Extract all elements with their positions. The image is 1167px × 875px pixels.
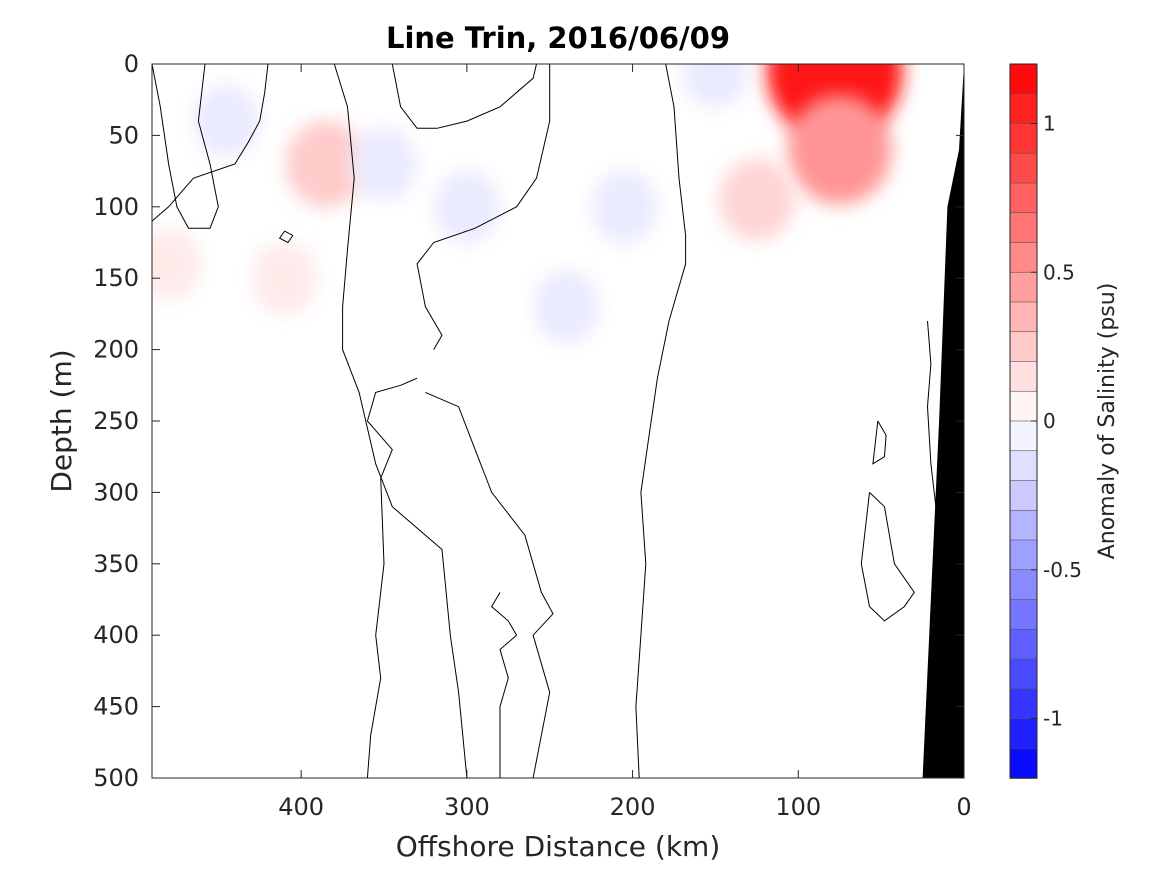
anomaly-region-4 xyxy=(251,241,318,315)
colorbar-segment xyxy=(1009,361,1038,393)
colorbar-segment xyxy=(1009,628,1038,660)
colorbar-segment xyxy=(1009,390,1038,422)
chart-title: Line Trin, 2016/06/09 xyxy=(386,21,730,55)
zero-contour-5 xyxy=(416,64,551,350)
colorbar-segment xyxy=(1009,331,1038,363)
bathymetry-polygon xyxy=(922,64,964,778)
x-axis-label: Offshore Distance (km) xyxy=(396,830,721,863)
colorbar-segment xyxy=(1009,658,1038,690)
colorbar-segment xyxy=(1009,420,1038,452)
x-tick-label: 100 xyxy=(775,793,821,821)
anomaly-region-10 xyxy=(434,170,500,244)
anomaly-region-6 xyxy=(533,270,600,344)
bathymetry-layer xyxy=(922,64,964,778)
anomaly-region-1 xyxy=(787,94,892,205)
x-tick-label: 0 xyxy=(956,793,971,821)
y-tick-label: 450 xyxy=(93,693,139,721)
colorbar-segment xyxy=(1009,539,1038,571)
zero-contour-4 xyxy=(391,64,537,129)
y-tick-label: 100 xyxy=(93,193,139,221)
anomaly-region-3 xyxy=(286,120,366,208)
y-tick-label: 250 xyxy=(93,407,139,435)
colorbar-segment xyxy=(1009,93,1038,125)
anomaly-region-9 xyxy=(193,84,260,158)
colorbar-tick-label: -1 xyxy=(1043,707,1063,731)
y-tick-label: 150 xyxy=(93,264,139,292)
colorbar-segment xyxy=(1009,212,1038,244)
colorbar-segment xyxy=(1009,63,1038,95)
colorbar-segment xyxy=(1009,182,1038,214)
y-axis-ticks: 0 50 100 150 200 250 300 350 400 450 500 xyxy=(93,50,964,792)
colorbar-tick-label: 0 xyxy=(1043,409,1056,433)
anomaly-region-2 xyxy=(719,158,795,241)
colorbar-label: Anomaly of Salinity (psu) xyxy=(1095,283,1120,560)
zero-contour-layer xyxy=(152,64,942,778)
colorbar-ticks: -1 -0.5 0 0.5 1 xyxy=(1031,112,1082,731)
x-axis-ticks: 400 300 200 100 0 xyxy=(278,64,972,821)
colorbar-segment xyxy=(1009,718,1038,750)
y-tick-label: 50 xyxy=(108,121,139,149)
anomaly-region-5 xyxy=(152,227,202,301)
colorbar-segment xyxy=(1009,301,1038,333)
y-tick-label: 0 xyxy=(124,50,139,78)
zero-contour-3 xyxy=(333,64,468,778)
colorbar-segment xyxy=(1009,747,1038,779)
colorbar-segment xyxy=(1009,480,1038,512)
zero-contour-0 xyxy=(152,64,219,229)
zero-contour-7 xyxy=(366,377,418,778)
anomaly-region-7 xyxy=(591,170,658,244)
colorbar-segment xyxy=(1009,599,1038,631)
zero-contour-1 xyxy=(152,64,269,222)
colorbar-segment xyxy=(1009,450,1038,482)
colorbar-tick-label: 1 xyxy=(1043,112,1056,136)
x-tick-label: 400 xyxy=(278,793,324,821)
x-tick-label: 300 xyxy=(444,793,490,821)
colorbar-segment xyxy=(1009,242,1038,274)
anomaly-fill-layer xyxy=(152,64,903,344)
zero-contour-8 xyxy=(425,391,554,778)
y-tick-label: 300 xyxy=(93,478,139,506)
zero-contour-2 xyxy=(278,230,294,244)
zero-contour-6 xyxy=(635,64,687,778)
colorbar-segment xyxy=(1009,509,1038,541)
x-tick-label: 200 xyxy=(610,793,656,821)
zero-contour-11 xyxy=(860,492,915,622)
anomaly-region-11 xyxy=(682,64,749,108)
colorbar-segment xyxy=(1009,271,1038,303)
colorbar-segment xyxy=(1009,123,1038,155)
zero-contour-10 xyxy=(872,420,887,465)
y-axis-label: Depth (m) xyxy=(45,349,78,492)
colorbar-segment xyxy=(1009,569,1038,601)
y-tick-label: 400 xyxy=(93,621,139,649)
colorbar-segment xyxy=(1009,152,1038,184)
y-tick-label: 200 xyxy=(93,336,139,364)
anomaly-region-8 xyxy=(351,127,417,201)
colorbar-tick-label: 0.5 xyxy=(1043,260,1075,284)
y-tick-label: 500 xyxy=(93,764,139,792)
colorbar-segment xyxy=(1009,688,1038,720)
colorbar-tick-label: -0.5 xyxy=(1043,558,1082,582)
zero-contour-9 xyxy=(491,592,518,778)
y-tick-label: 350 xyxy=(93,550,139,578)
